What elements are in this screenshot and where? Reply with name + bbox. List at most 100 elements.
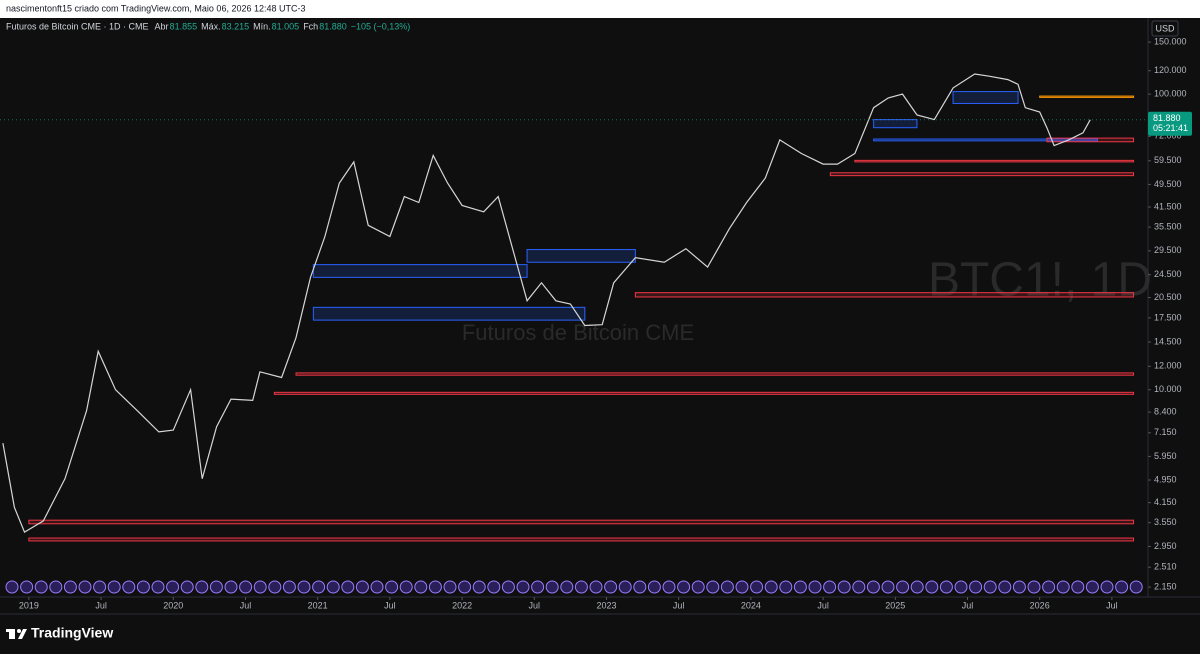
session-marker (662, 580, 676, 594)
session-marker (1012, 580, 1026, 594)
last-price-tag (1148, 111, 1192, 136)
y-tick-label: 3.550 (1154, 517, 1177, 527)
session-marker (239, 580, 253, 594)
ohlc-label: Abr (155, 21, 169, 31)
y-tick-label: 41.500 (1154, 201, 1182, 211)
session-marker (166, 580, 180, 594)
y-tick-label: 24.500 (1154, 269, 1182, 279)
y-tick-label: 150.000 (1154, 36, 1187, 46)
session-marker (443, 580, 457, 594)
y-tick-label: 14.500 (1154, 336, 1182, 346)
session-marker (852, 580, 866, 594)
session-marker (939, 580, 953, 594)
session-marker (414, 580, 428, 594)
logo-mark (18, 629, 27, 639)
session-marker (896, 580, 910, 594)
session-marker (195, 580, 209, 594)
session-marker (487, 580, 501, 594)
x-tick-label: 2019 (19, 600, 39, 610)
session-marker (954, 580, 968, 594)
brand: TradingView (31, 625, 113, 641)
session-marker (312, 580, 326, 594)
x-tick-label: Jul (1106, 600, 1118, 610)
session-marker (647, 580, 661, 594)
session-marker (516, 580, 530, 594)
price-zone (873, 138, 1098, 142)
session-marker (107, 580, 121, 594)
session-marker (1100, 580, 1114, 594)
x-tick-label: Jul (673, 600, 685, 610)
price-zone (28, 537, 1135, 542)
price-zone (854, 159, 1135, 163)
session-marker (341, 580, 355, 594)
session-marker (370, 580, 384, 594)
session-marker (691, 580, 705, 594)
session-marker (764, 580, 778, 594)
session-marker (574, 580, 588, 594)
price-change: −105 (−0,13%) (351, 21, 411, 31)
y-tick-label: 100.000 (1154, 89, 1187, 99)
session-marker (531, 580, 545, 594)
session-marker (268, 580, 282, 594)
x-tick-label: 2023 (596, 600, 616, 610)
author-line: nascimentonft15 criado com TradingView.c… (6, 3, 306, 13)
logo (6, 629, 27, 639)
session-marker (925, 580, 939, 594)
session-marker (1085, 580, 1099, 594)
session-marker (282, 580, 296, 594)
x-tick-label: 2024 (741, 600, 761, 610)
session-marker (706, 580, 720, 594)
session-marker (78, 580, 92, 594)
session-marker (881, 580, 895, 594)
session-marker (998, 580, 1012, 594)
price-zone (1046, 137, 1135, 143)
last-price-label: 81.880 (1153, 113, 1181, 123)
y-tick-label: 2.950 (1154, 541, 1177, 551)
x-tick-label: 2022 (452, 600, 472, 610)
y-tick-label: 7.150 (1154, 427, 1177, 437)
session-marker (808, 580, 822, 594)
x-tick-label: 2020 (163, 600, 183, 610)
y-tick-label: 49.500 (1154, 179, 1182, 189)
session-marker (793, 580, 807, 594)
price-zone (634, 292, 1135, 298)
session-marker (677, 580, 691, 594)
x-tick-label: Jul (384, 600, 396, 610)
y-tick-label: 20.500 (1154, 292, 1182, 302)
currency-box[interactable] (1151, 20, 1179, 37)
session-marker (837, 580, 851, 594)
session-marker (93, 580, 107, 594)
logo-mark (6, 629, 15, 632)
price-zone (873, 119, 918, 129)
session-marker (297, 580, 311, 594)
session-marker (910, 580, 924, 594)
symbol-name: Futuros de Bitcoin CME · 1D · CME (6, 21, 149, 31)
ohlc-value: 83.215 (222, 21, 250, 31)
price-zone (312, 306, 586, 321)
price-zone (273, 391, 1135, 395)
ohlc-value: 81.855 (170, 21, 198, 31)
session-marker (428, 580, 442, 594)
session-marker (224, 580, 238, 594)
session-marker (589, 580, 603, 594)
ohlc-label: Mín. (253, 21, 271, 31)
top-bar (0, 0, 1200, 18)
session-marker (5, 580, 19, 594)
session-marker (209, 580, 223, 594)
ohlc-label: Máx. (201, 21, 221, 31)
price-zone (312, 264, 528, 278)
price-zone (829, 172, 1135, 177)
session-marker (34, 580, 48, 594)
session-marker (151, 580, 165, 594)
y-tick-label: 2.150 (1154, 581, 1177, 591)
price-zone (1039, 95, 1135, 98)
session-marker (501, 580, 515, 594)
session-marker (253, 580, 267, 594)
y-tick-label: 12.000 (1154, 361, 1182, 371)
session-marker (399, 580, 413, 594)
session-marker (385, 580, 399, 594)
session-marker (750, 580, 764, 594)
x-tick-label: 2026 (1030, 600, 1050, 610)
